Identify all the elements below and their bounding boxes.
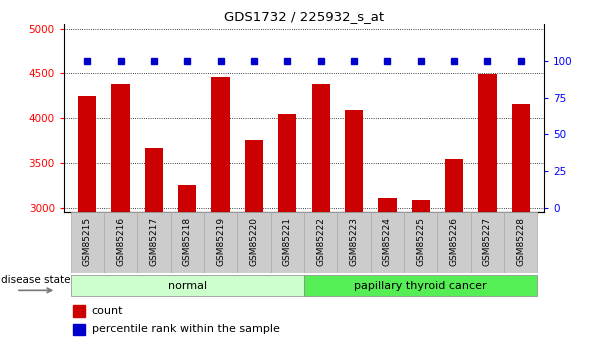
FancyBboxPatch shape xyxy=(471,212,504,273)
Bar xyxy=(478,74,497,345)
Text: count: count xyxy=(92,306,123,316)
Bar xyxy=(245,140,263,345)
FancyBboxPatch shape xyxy=(71,212,104,273)
Bar xyxy=(512,104,530,345)
Bar xyxy=(311,84,330,345)
Bar xyxy=(212,77,230,345)
FancyBboxPatch shape xyxy=(271,212,304,273)
Bar xyxy=(111,84,130,345)
Bar xyxy=(345,110,363,345)
FancyBboxPatch shape xyxy=(237,212,271,273)
FancyBboxPatch shape xyxy=(137,212,171,273)
FancyBboxPatch shape xyxy=(437,212,471,273)
Text: GSM85221: GSM85221 xyxy=(283,217,292,266)
Title: GDS1732 / 225932_s_at: GDS1732 / 225932_s_at xyxy=(224,10,384,23)
Text: GSM85227: GSM85227 xyxy=(483,217,492,266)
Text: GSM85224: GSM85224 xyxy=(383,217,392,266)
Text: normal: normal xyxy=(168,281,207,290)
Text: GSM85218: GSM85218 xyxy=(183,217,192,266)
Text: percentile rank within the sample: percentile rank within the sample xyxy=(92,324,280,334)
Text: GSM85220: GSM85220 xyxy=(249,217,258,266)
FancyBboxPatch shape xyxy=(404,212,437,273)
Text: GSM85223: GSM85223 xyxy=(350,217,359,266)
Bar xyxy=(378,198,396,345)
FancyBboxPatch shape xyxy=(304,275,537,296)
Bar xyxy=(145,148,163,345)
FancyBboxPatch shape xyxy=(171,212,204,273)
Text: GSM85217: GSM85217 xyxy=(150,217,159,266)
Text: GSM85225: GSM85225 xyxy=(416,217,425,266)
FancyBboxPatch shape xyxy=(304,212,337,273)
Bar xyxy=(178,185,196,345)
Bar xyxy=(78,96,96,345)
Bar xyxy=(412,200,430,345)
Bar xyxy=(74,324,86,335)
FancyBboxPatch shape xyxy=(104,212,137,273)
Bar xyxy=(278,114,297,345)
FancyBboxPatch shape xyxy=(504,212,537,273)
Text: GSM85215: GSM85215 xyxy=(83,217,92,266)
Text: GSM85226: GSM85226 xyxy=(449,217,458,266)
Text: disease state: disease state xyxy=(1,276,71,286)
Bar xyxy=(445,159,463,345)
FancyBboxPatch shape xyxy=(337,212,371,273)
FancyBboxPatch shape xyxy=(371,212,404,273)
Text: GSM85228: GSM85228 xyxy=(516,217,525,266)
FancyBboxPatch shape xyxy=(204,212,237,273)
Text: GSM85219: GSM85219 xyxy=(216,217,225,266)
Text: GSM85222: GSM85222 xyxy=(316,217,325,266)
Text: papillary thyroid cancer: papillary thyroid cancer xyxy=(354,281,487,290)
Text: GSM85216: GSM85216 xyxy=(116,217,125,266)
Bar xyxy=(74,305,86,317)
FancyBboxPatch shape xyxy=(71,275,304,296)
